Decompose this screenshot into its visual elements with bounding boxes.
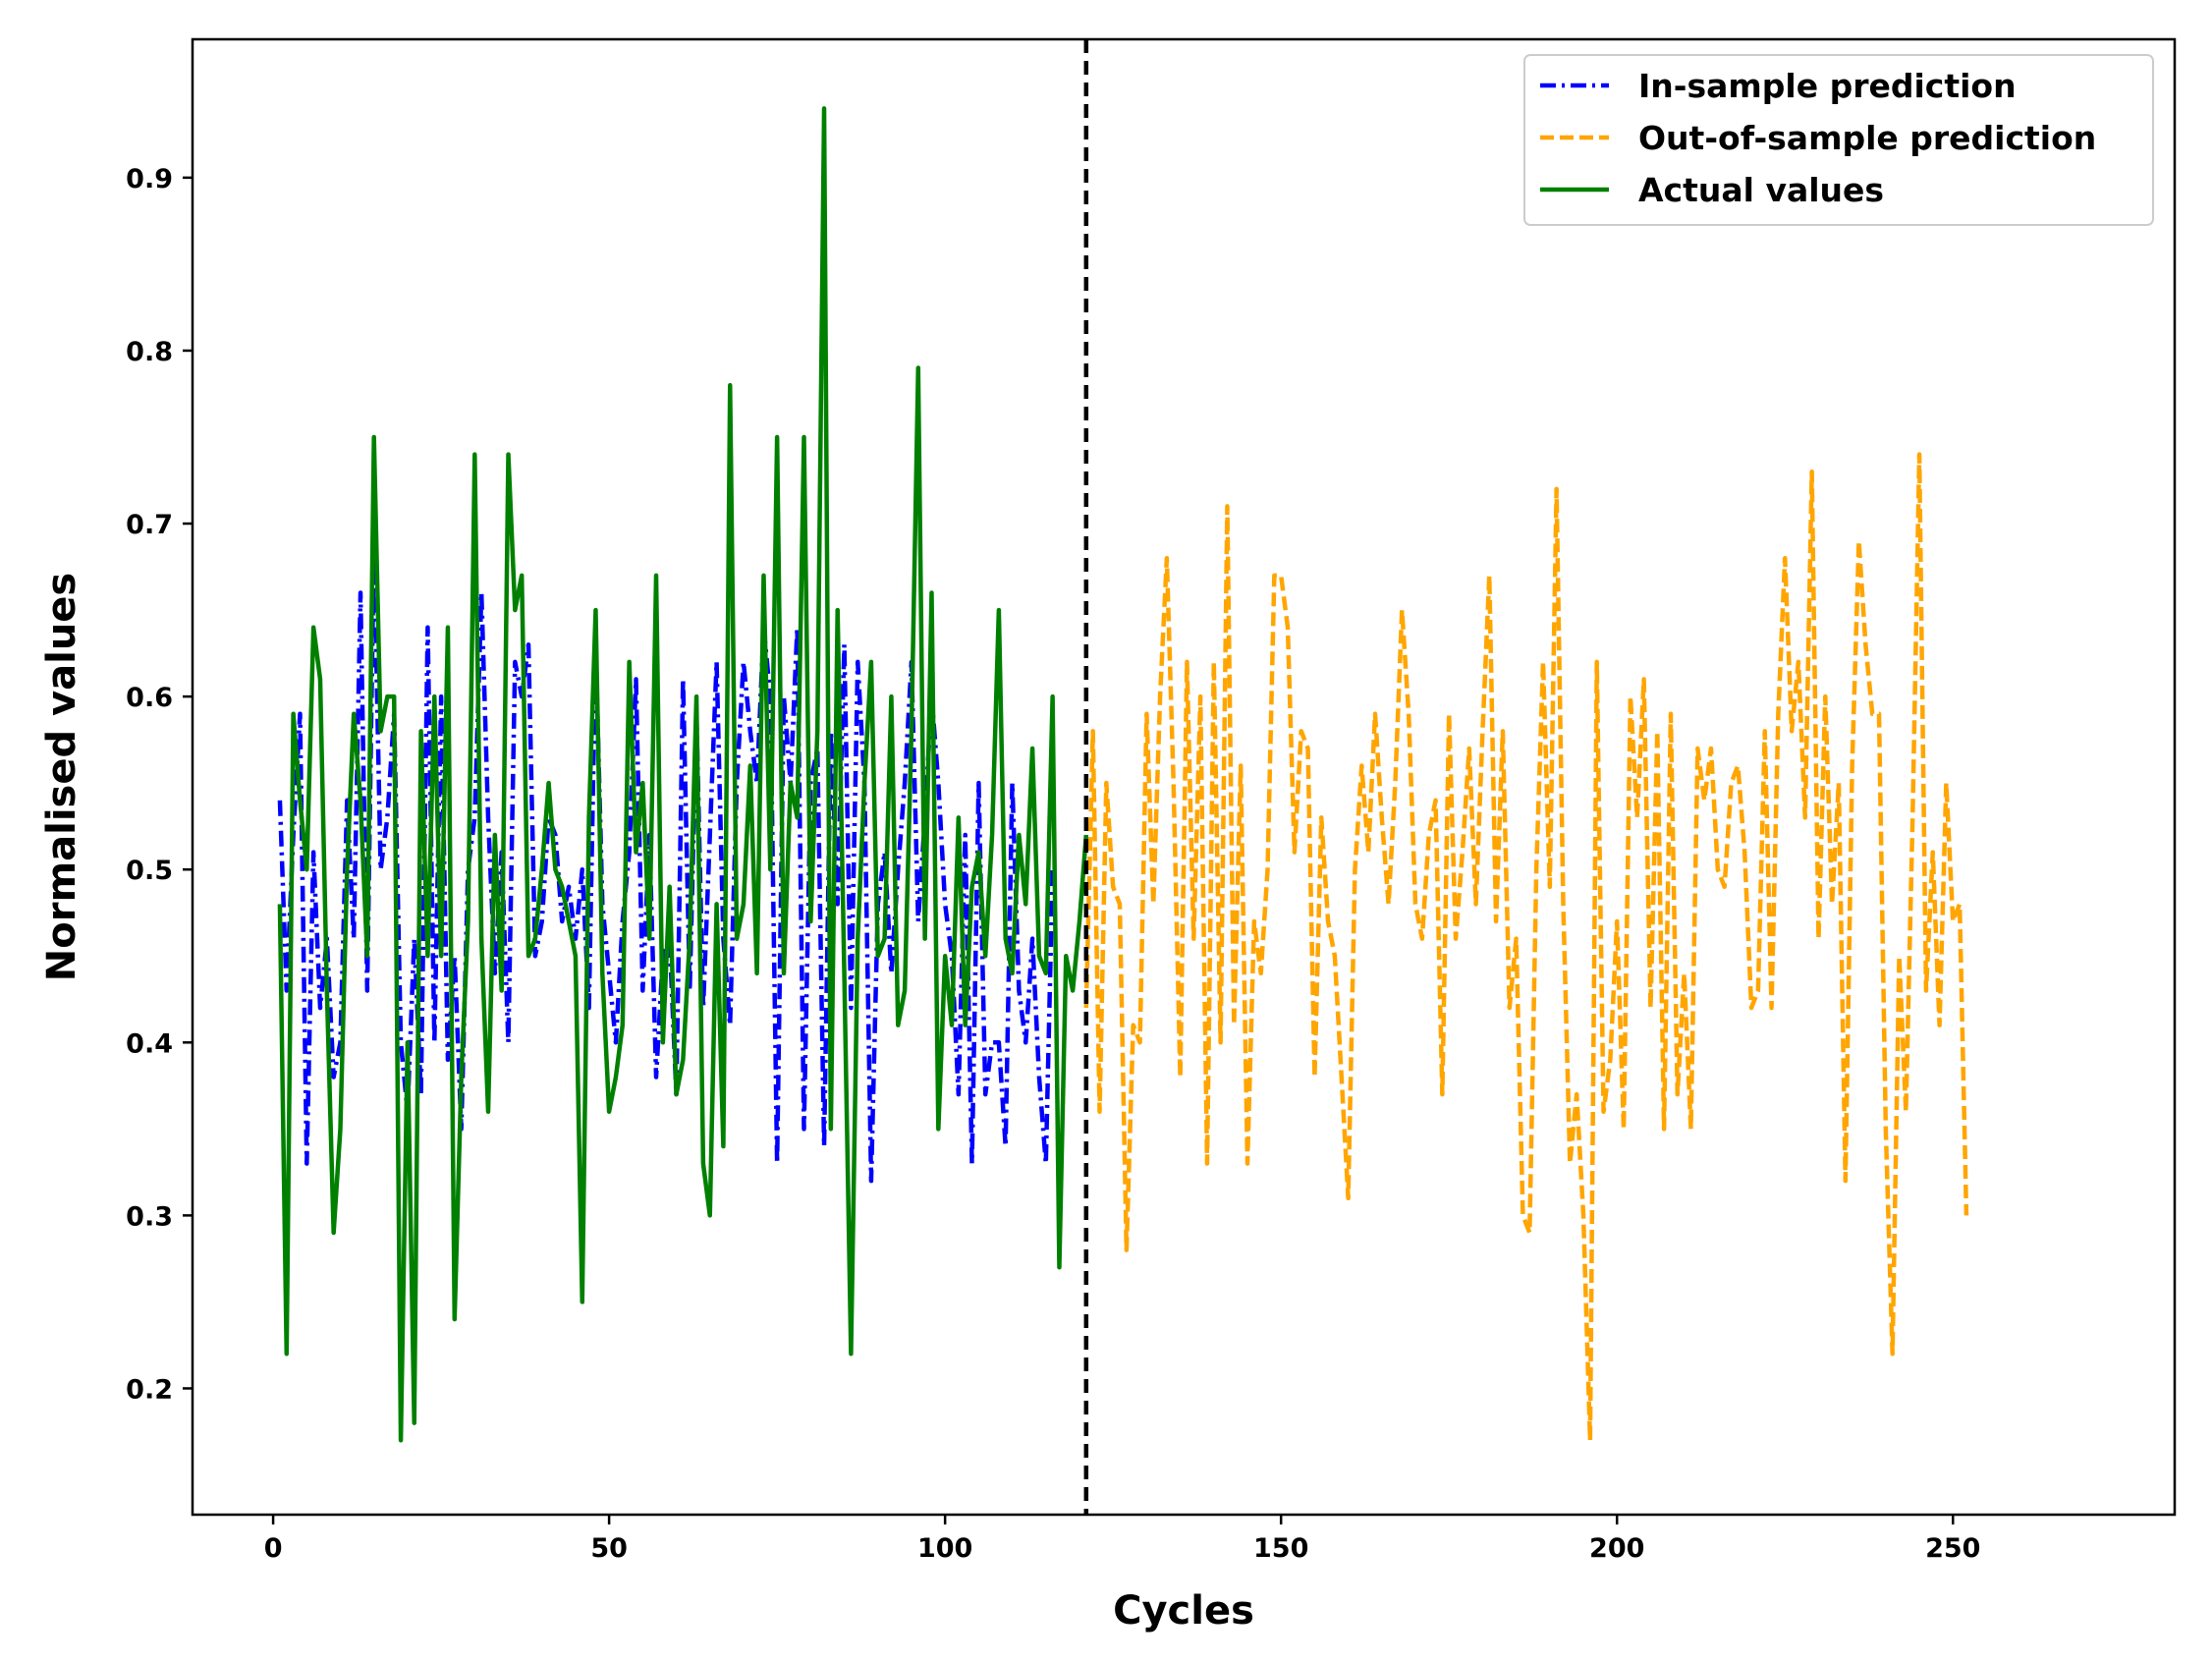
y-tick-label: 0.7	[126, 510, 173, 540]
x-tick-label: 0	[264, 1533, 283, 1564]
legend-box	[1523, 54, 2154, 226]
y-tick-label: 0.9	[126, 164, 173, 194]
x-tick-label: 50	[590, 1533, 628, 1564]
legend-label-actual: Actual values	[1638, 171, 1884, 209]
legend-label-in-sample: In-sample prediction	[1638, 67, 2017, 105]
y-tick-label: 0.8	[126, 337, 173, 367]
x-axis-title: Cycles	[1113, 1588, 1254, 1634]
y-axis-title: Normalised values	[39, 573, 84, 981]
x-tick-label: 250	[1925, 1533, 1980, 1564]
y-tick-label: 0.2	[126, 1374, 173, 1405]
series-line-out-of-sample-prediction	[1083, 452, 1969, 1443]
legend-label-out-of-sample: Out-of-sample prediction	[1638, 119, 2096, 157]
y-tick-label: 0.3	[126, 1201, 173, 1232]
x-tick-label: 150	[1253, 1533, 1308, 1564]
y-tick-label: 0.5	[126, 856, 173, 886]
legend: In-sample prediction Out-of-sample predi…	[1523, 54, 2154, 226]
y-tick-label: 0.6	[126, 683, 173, 713]
series-line-actual-values	[277, 106, 1089, 1443]
y-axis: 0.2 0.3 0.4 0.5 0.6 0.7 0.8 0.9	[126, 164, 193, 1405]
x-axis: 0 50 100 150 200 250	[264, 1515, 1980, 1564]
series-layer	[277, 106, 1969, 1443]
y-tick-label: 0.4	[126, 1028, 173, 1059]
x-tick-label: 200	[1589, 1533, 1644, 1564]
x-tick-label: 100	[917, 1533, 972, 1564]
plot-frame	[191, 37, 2177, 1517]
